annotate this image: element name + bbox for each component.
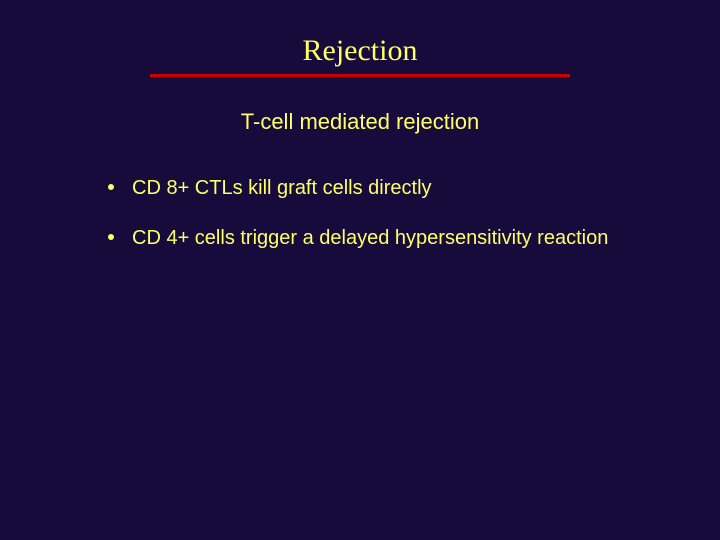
title-underline — [150, 74, 570, 77]
slide-subtitle: T-cell mediated rejection — [0, 109, 720, 135]
list-item: CD 4+ cells trigger a delayed hypersensi… — [108, 225, 680, 251]
slide: Rejection T-cell mediated rejection CD 8… — [0, 0, 720, 540]
list-item: CD 8+ CTLs kill graft cells directly — [108, 175, 680, 201]
bullet-list: CD 8+ CTLs kill graft cells directly CD … — [0, 175, 720, 251]
bullet-text: CD 4+ cells trigger a delayed hypersensi… — [132, 225, 608, 251]
bullet-icon — [108, 234, 114, 240]
slide-title: Rejection — [0, 34, 720, 68]
bullet-text: CD 8+ CTLs kill graft cells directly — [132, 175, 432, 201]
bullet-icon — [108, 184, 114, 190]
